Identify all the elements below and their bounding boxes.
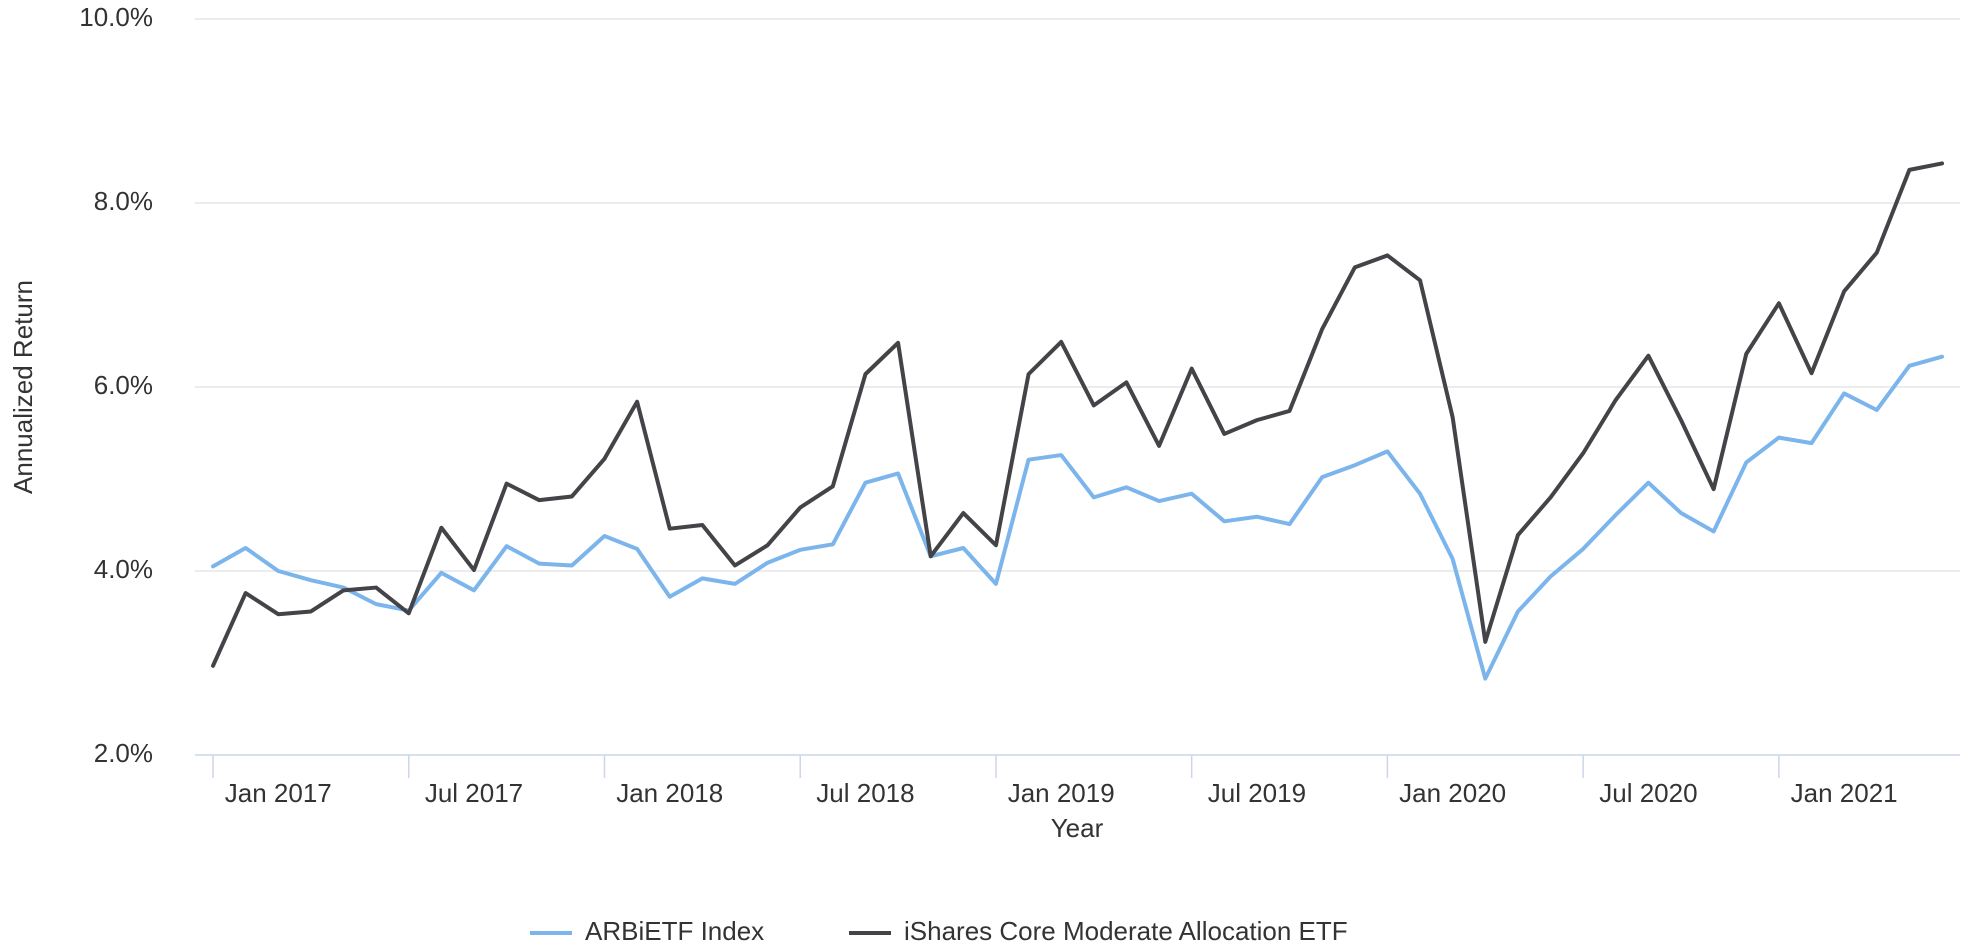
y-tick-label: 4.0% <box>94 554 153 584</box>
y-tick-label: 6.0% <box>94 370 153 400</box>
y-tick-label: 8.0% <box>94 186 153 216</box>
x-axis-label: Year <box>1051 813 1104 843</box>
x-tick-label: Jan 2021 <box>1791 778 1898 808</box>
x-tick-label: Jul 2017 <box>425 778 523 808</box>
x-tick-label: Jul 2018 <box>816 778 914 808</box>
x-tick-label: Jan 2017 <box>225 778 332 808</box>
y-tick-label: 10.0% <box>79 2 153 32</box>
x-tick-label: Jan 2018 <box>616 778 723 808</box>
y-tick-label: 2.0% <box>94 738 153 768</box>
series-line <box>211 354 1944 681</box>
series-line <box>211 161 1944 668</box>
x-tick-label: Jul 2020 <box>1599 778 1697 808</box>
legend-label: iShares Core Moderate Allocation ETF <box>904 916 1348 946</box>
y-axis-label: Annualized Return <box>8 280 38 494</box>
legend-label: ARBiETF Index <box>585 916 764 946</box>
x-tick-label: Jan 2020 <box>1399 778 1506 808</box>
x-tick-label: Jul 2019 <box>1208 778 1306 808</box>
x-tick-label: Jan 2019 <box>1008 778 1115 808</box>
